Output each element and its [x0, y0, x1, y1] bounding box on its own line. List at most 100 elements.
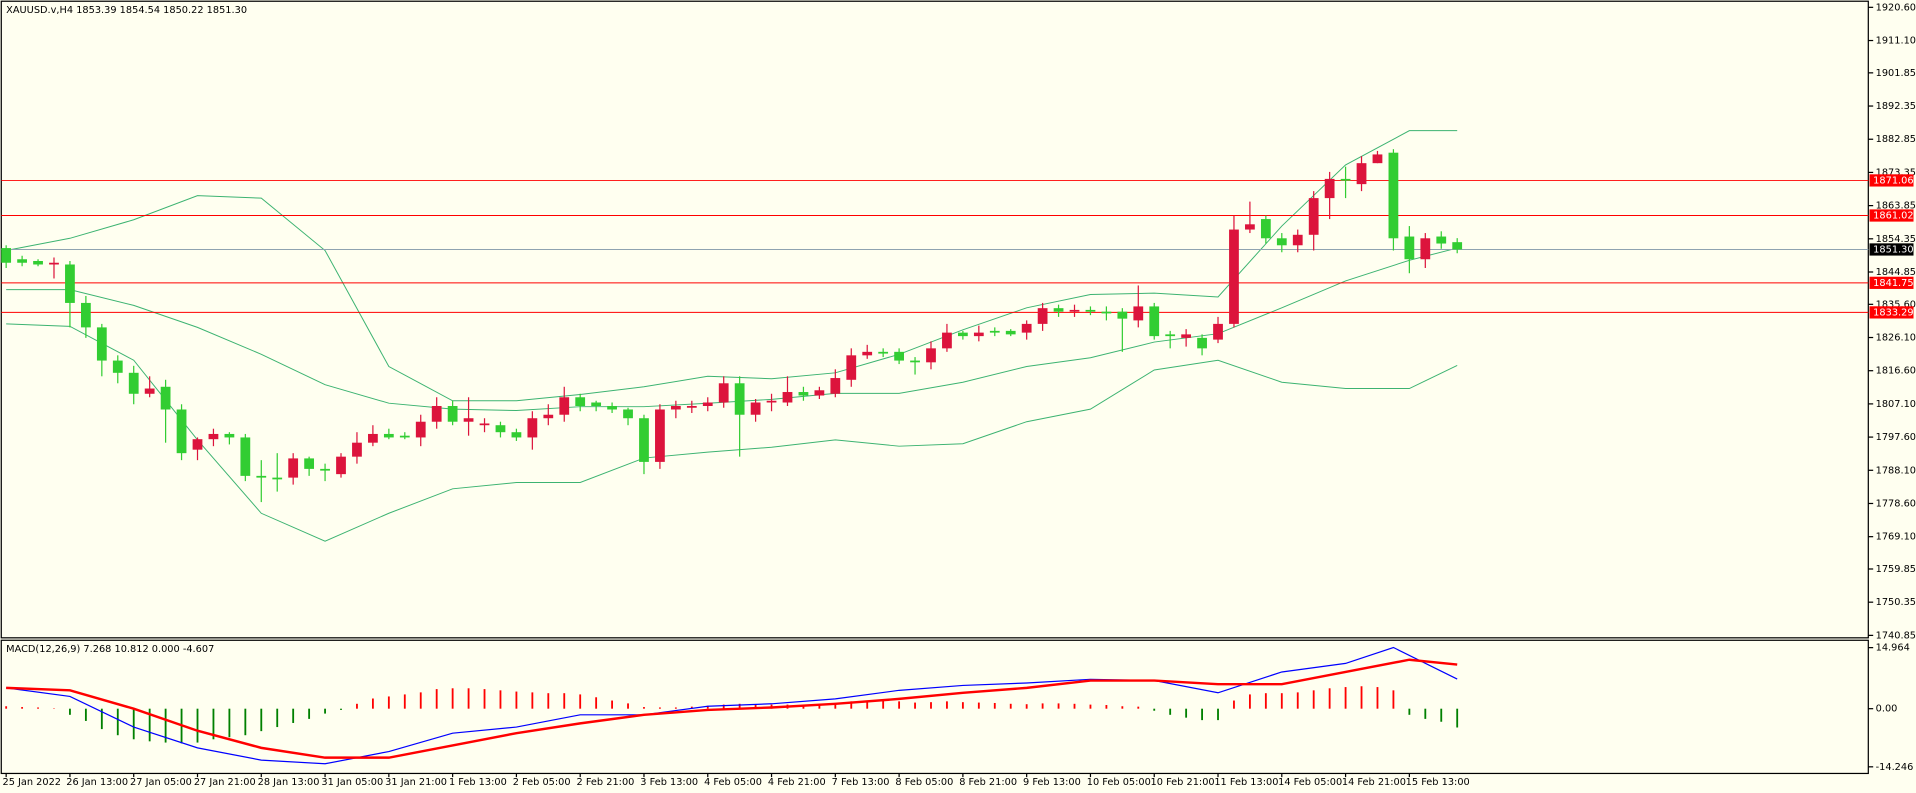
y-tick-label: 1750.35 — [1876, 597, 1916, 608]
candle-body — [686, 405, 697, 408]
candle-body — [989, 330, 1000, 333]
candle-body — [1005, 330, 1016, 335]
candle-body — [160, 386, 171, 410]
x-tick-label: 27 Jan 05:00 — [130, 777, 192, 788]
candle-body — [288, 458, 299, 478]
macd-line — [6, 658, 1458, 759]
candle-body — [814, 390, 825, 396]
candle-body — [655, 409, 665, 462]
y-tick-label: 1778.60 — [1876, 498, 1916, 509]
candle-body — [1324, 178, 1335, 199]
y-tick-label: 1835.60 — [1876, 299, 1916, 310]
x-tick-label: 10 Feb 21:00 — [1151, 777, 1215, 788]
candle-body — [96, 327, 107, 361]
x-tick-label: 15 Feb 13:00 — [1406, 777, 1470, 788]
candle-body — [1117, 311, 1128, 319]
candle-body — [910, 360, 920, 363]
candle-body — [495, 425, 506, 433]
candle-body — [1, 248, 12, 263]
candle-body — [447, 405, 458, 422]
y-tick-label: 1759.85 — [1876, 564, 1916, 575]
candle-body — [591, 402, 602, 406]
candle-body — [798, 392, 809, 396]
candle-body — [846, 355, 857, 380]
candle-body — [1452, 242, 1463, 250]
y-tick-label: 1863.85 — [1876, 201, 1916, 212]
x-tick-label: 7 Feb 13:00 — [832, 777, 890, 788]
y-tick-label: 1901.85 — [1876, 68, 1916, 79]
x-tick-label: 9 Feb 13:00 — [1023, 777, 1081, 788]
candle-body — [479, 423, 490, 426]
macd-frame — [0, 639, 1869, 775]
y-tick-label: 1816.60 — [1876, 366, 1916, 377]
candle-body — [49, 262, 59, 265]
candle-body — [1340, 178, 1351, 181]
candle-body — [320, 468, 330, 471]
candle-body — [463, 418, 474, 422]
x-tick-label: 3 Feb 13:00 — [640, 777, 698, 788]
candle-body — [1037, 308, 1048, 324]
y-tick-label: 1911.10 — [1876, 36, 1916, 47]
candle-body — [240, 437, 251, 476]
candle-body — [336, 456, 346, 475]
y-tick-label: -14.246 — [1876, 762, 1914, 773]
candle-body — [527, 418, 538, 438]
candle-body — [750, 402, 761, 415]
candle-body — [65, 264, 75, 303]
x-tick-label: 10 Feb 05:00 — [1087, 777, 1151, 788]
candle-body — [1181, 334, 1192, 338]
candle-body — [272, 477, 283, 480]
level-label: 1871.06 — [1873, 175, 1913, 186]
candle-body — [1292, 234, 1303, 246]
candle-body — [1069, 309, 1080, 312]
macd-title: MACD(12,26,9) 7.268 10.812 0.000 -4.607 — [6, 644, 214, 655]
x-tick-label: 31 Jan 05:00 — [321, 777, 383, 788]
x-tick-label: 1 Feb 13:00 — [449, 777, 507, 788]
y-tick-label: 0.00 — [1876, 704, 1898, 715]
candle-body — [304, 458, 315, 469]
candle-body — [1229, 229, 1239, 324]
x-tick-label: 14 Feb 21:00 — [1342, 777, 1406, 788]
level-label-box — [1869, 306, 1914, 319]
candle-body — [1021, 323, 1032, 333]
candle-body — [702, 402, 713, 406]
chart-title: XAUUSD.v,H4 1853.39 1854.54 1850.22 1851… — [6, 5, 247, 16]
x-tick-label: 4 Feb 05:00 — [704, 777, 762, 788]
candle-body — [766, 400, 777, 403]
candle-body — [718, 383, 729, 403]
candle-body — [734, 383, 745, 415]
y-tick-label: 1807.10 — [1876, 399, 1916, 410]
candle-body — [1372, 154, 1383, 164]
candle-body — [782, 392, 793, 403]
x-tick-label: 4 Feb 21:00 — [768, 777, 826, 788]
y-tick-label: 1797.60 — [1876, 432, 1916, 443]
level-label-box — [1869, 276, 1914, 289]
y-tick-label: 1892.35 — [1876, 101, 1916, 112]
x-tick-label: 25 Jan 2022 — [2, 777, 61, 788]
level-label-box — [1869, 209, 1914, 222]
candle-body — [1356, 163, 1367, 185]
candle-body — [1388, 152, 1399, 239]
candle-body — [1197, 337, 1207, 349]
candle-body — [112, 360, 123, 373]
y-tick-label: 1844.85 — [1876, 267, 1916, 278]
candle-body — [1053, 308, 1064, 312]
last-price-label: 1851.30 — [1873, 244, 1913, 255]
x-tick-label: 14 Feb 05:00 — [1278, 777, 1342, 788]
candle-body — [224, 433, 235, 438]
candle-body — [33, 260, 43, 265]
x-tick-label: 2 Feb 21:00 — [577, 777, 635, 788]
y-tick-label: 1740.85 — [1876, 630, 1916, 641]
candle-body — [144, 388, 155, 394]
candle-body — [256, 475, 267, 478]
candle-body — [926, 348, 936, 363]
candle-body — [878, 351, 889, 354]
y-tick-label: 1826.10 — [1876, 333, 1916, 344]
candle-body — [1276, 238, 1287, 246]
level-label: 1833.29 — [1873, 307, 1913, 318]
candle-body — [1213, 323, 1223, 340]
x-tick-label: 31 Jan 21:00 — [385, 777, 447, 788]
candle-body — [399, 435, 410, 438]
x-tick-label: 11 Feb 13:00 — [1214, 777, 1278, 788]
